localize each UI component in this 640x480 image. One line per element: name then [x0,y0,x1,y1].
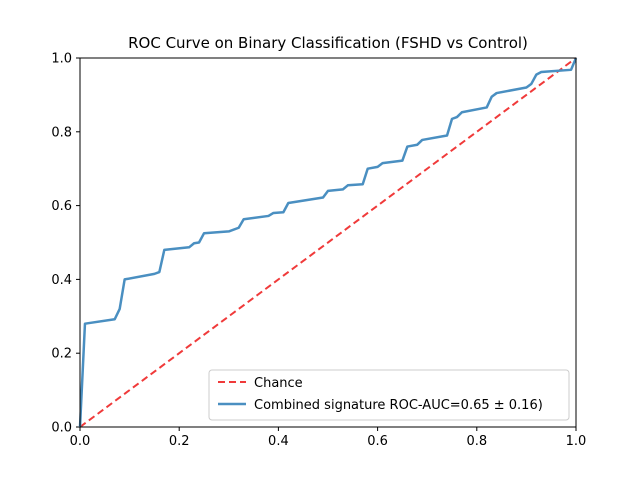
legend-label-chance: Chance [254,376,303,391]
x-tick-label: 0.2 [169,434,190,449]
y-tick-label: 0.4 [51,273,72,288]
x-tick-label: 0.0 [70,434,91,449]
y-tick-label: 1.0 [51,52,72,67]
y-tick-label: 0.0 [51,421,72,436]
x-axis-ticks: 0.0 0.2 0.4 0.6 0.8 1.0 [70,427,587,449]
chance-line [79,57,577,428]
x-tick-label: 0.6 [367,434,388,449]
legend-label-combined-signature: Combined signature ROC-AUC=0.65 ± 0.16) [254,398,543,413]
x-tick-label: 1.0 [566,434,587,449]
combined-signature-roc-line [78,57,578,428]
y-tick-label: 0.8 [51,125,72,140]
legend: Chance Combined signature ROC-AUC=0.65 ±… [208,369,570,421]
chart-title: ROC Curve on Binary Classification (FSHD… [128,34,528,52]
x-tick-label: 0.8 [466,434,487,449]
y-tick-label: 0.2 [51,347,72,362]
legend-box [208,369,570,421]
x-tick-label: 0.4 [268,434,289,449]
y-axis-ticks: 0.0 0.2 0.4 0.6 0.8 1.0 [51,52,80,436]
series-layer [78,57,578,428]
plot-frame [79,57,577,428]
y-tick-label: 0.6 [51,199,72,214]
